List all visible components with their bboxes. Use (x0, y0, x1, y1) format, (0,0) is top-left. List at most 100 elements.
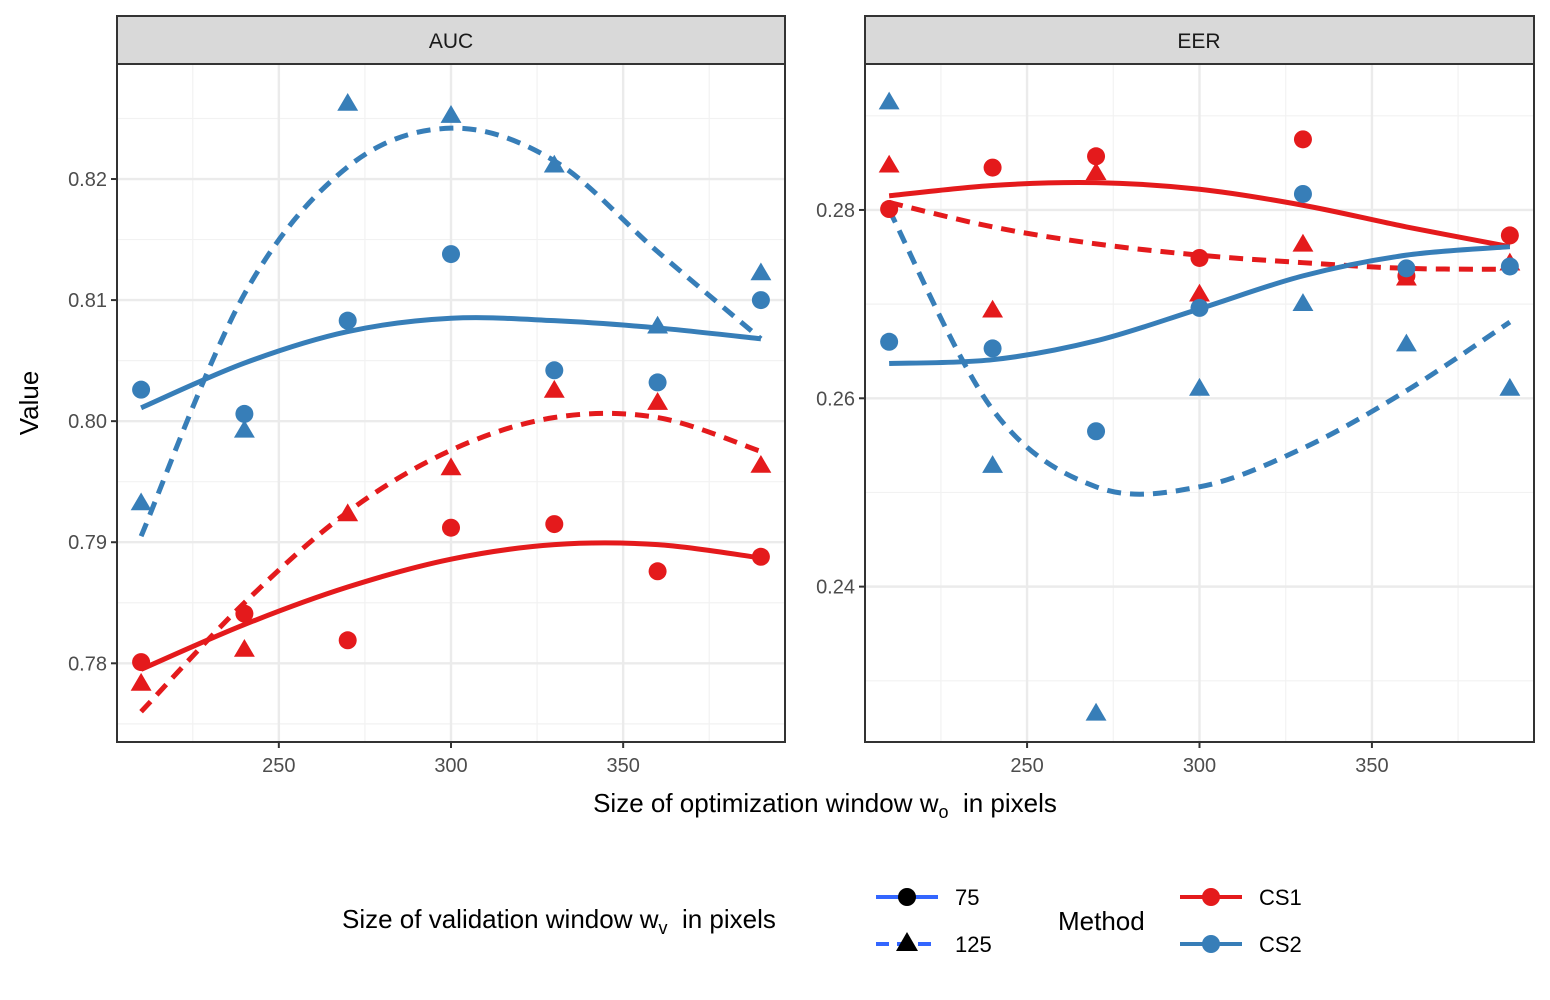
point-cs2-75 (1190, 298, 1209, 317)
legend-label-75: 75 (955, 885, 979, 910)
gridlines (865, 64, 1534, 742)
panel-eer: EER 0.24 0.26 0.28 250 300 350 (816, 15, 1535, 777)
y-tick-label: 0.24 (816, 577, 855, 599)
y-tick-label: 0.26 (816, 388, 855, 410)
point-cs2-75 (1500, 257, 1519, 276)
x-axis-title-main: Size of optimization window (593, 788, 920, 818)
legend-item-method-cs1: CS1 (1180, 885, 1302, 910)
panel-auc: AUC 0.78 0.79 0.80 0.81 0.82 250 300 350 (68, 15, 786, 777)
x-tick-label: 250 (1010, 755, 1043, 777)
legend: Size of validation window wv in pixels 7… (342, 885, 1302, 957)
legend-key-cs1-marker (1202, 888, 1220, 906)
point-cs2-75 (648, 373, 667, 392)
strip-label-auc: AUC (429, 30, 473, 53)
legend-title-window-main: Size of validation window (342, 904, 640, 934)
point-cs1-75 (1500, 226, 1519, 245)
point-cs1-125 (1292, 233, 1314, 252)
point-cs1-125 (647, 392, 669, 410)
y-axis-ticks: 0.78 0.79 0.80 0.81 0.82 (68, 169, 117, 675)
point-cs2-125 (1292, 293, 1314, 311)
point-cs2-125 (130, 492, 152, 511)
y-axis-title: Value (14, 371, 44, 436)
legend-label-125: 125 (955, 932, 992, 957)
x-axis-title-subscript: o (938, 802, 948, 822)
point-cs2-75 (132, 380, 151, 399)
point-cs2-75 (338, 311, 357, 330)
point-cs1-75 (983, 158, 1002, 177)
x-axis-ticks: 250 300 350 (1010, 742, 1389, 777)
strip-label-eer: EER (1177, 30, 1220, 53)
legend-label-cs2: CS2 (1259, 932, 1302, 957)
point-cs2-75 (442, 245, 460, 264)
point-cs1-125 (130, 672, 152, 691)
point-cs1-75 (442, 518, 460, 537)
point-cs1-125 (543, 379, 565, 398)
gridlines (117, 64, 785, 742)
y-tick-label: 0.79 (68, 532, 107, 554)
x-tick-label: 300 (434, 755, 467, 777)
legend-title-window-tail: in pixels (668, 904, 776, 934)
point-cs2-125 (1499, 377, 1521, 396)
point-cs2-125 (233, 419, 255, 438)
x-axis-ticks: 250 300 350 (262, 742, 640, 777)
y-tick-label: 0.81 (68, 290, 107, 312)
point-cs1-125 (750, 454, 772, 473)
fit-line-cs1-75 (888, 179, 1511, 250)
point-cs1-125 (233, 638, 255, 657)
data-points (130, 92, 772, 691)
legend-key-cs2-marker (1202, 935, 1220, 953)
legend-title-window-symbol: w (639, 904, 659, 934)
x-axis-title: Size of optimization window wo in pixels (593, 788, 1057, 822)
y-tick-label: 0.82 (68, 169, 107, 191)
x-tick-label: 350 (1355, 755, 1388, 777)
legend-label-cs1: CS1 (1259, 885, 1302, 910)
legend-key-circle-marker (898, 888, 916, 906)
point-cs1-75 (1087, 147, 1106, 166)
legend-item-method-cs2: CS2 (1180, 932, 1302, 957)
point-cs1-75 (880, 200, 899, 219)
strip-background (864, 15, 1535, 65)
strip-background (116, 15, 786, 65)
x-tick-label: 250 (262, 755, 295, 777)
point-cs1-75 (1190, 248, 1209, 267)
point-cs1-75 (648, 562, 667, 581)
point-cs1-125 (982, 299, 1004, 318)
point-cs2-75 (545, 361, 564, 380)
legend-key-triangle-marker (896, 932, 918, 951)
point-cs1-125 (1085, 162, 1107, 181)
point-cs1-75 (1293, 130, 1312, 149)
point-cs2-75 (1397, 259, 1416, 278)
x-axis-title-symbol: w (919, 788, 939, 818)
point-cs2-75 (983, 339, 1002, 358)
legend-title-method: Method (1058, 906, 1145, 936)
point-cs1-75 (132, 653, 151, 672)
point-cs1-125 (440, 457, 462, 476)
point-cs1-75 (751, 547, 770, 566)
point-cs1-75 (235, 604, 254, 623)
point-cs2-75 (751, 291, 770, 310)
y-tick-label: 0.78 (68, 653, 107, 675)
x-tick-label: 300 (1183, 755, 1216, 777)
legend-title-window-subscript: v (659, 918, 668, 938)
x-tick-label: 350 (606, 755, 639, 777)
point-cs2-125 (1085, 702, 1107, 721)
point-cs2-125 (647, 315, 669, 334)
point-cs2-125 (878, 91, 900, 110)
point-cs2-125 (543, 154, 565, 173)
point-cs1-125 (1189, 283, 1210, 302)
point-cs2-75 (1293, 184, 1312, 203)
point-cs2-75 (880, 332, 899, 351)
point-cs2-125 (1189, 377, 1210, 396)
point-cs2-75 (1087, 422, 1106, 441)
legend-item-window-75: 75 (876, 885, 979, 910)
point-cs2-125 (982, 455, 1004, 473)
legend-title-window: Size of validation window wv in pixels (342, 904, 776, 938)
point-cs2-125 (1395, 333, 1417, 352)
y-tick-label: 0.80 (68, 411, 107, 433)
fit-line-cs2-125 (138, 125, 763, 538)
point-cs2-125 (750, 262, 772, 281)
y-tick-label: 0.28 (816, 200, 855, 222)
point-cs2-125 (337, 92, 359, 111)
point-cs2-125 (440, 105, 462, 123)
